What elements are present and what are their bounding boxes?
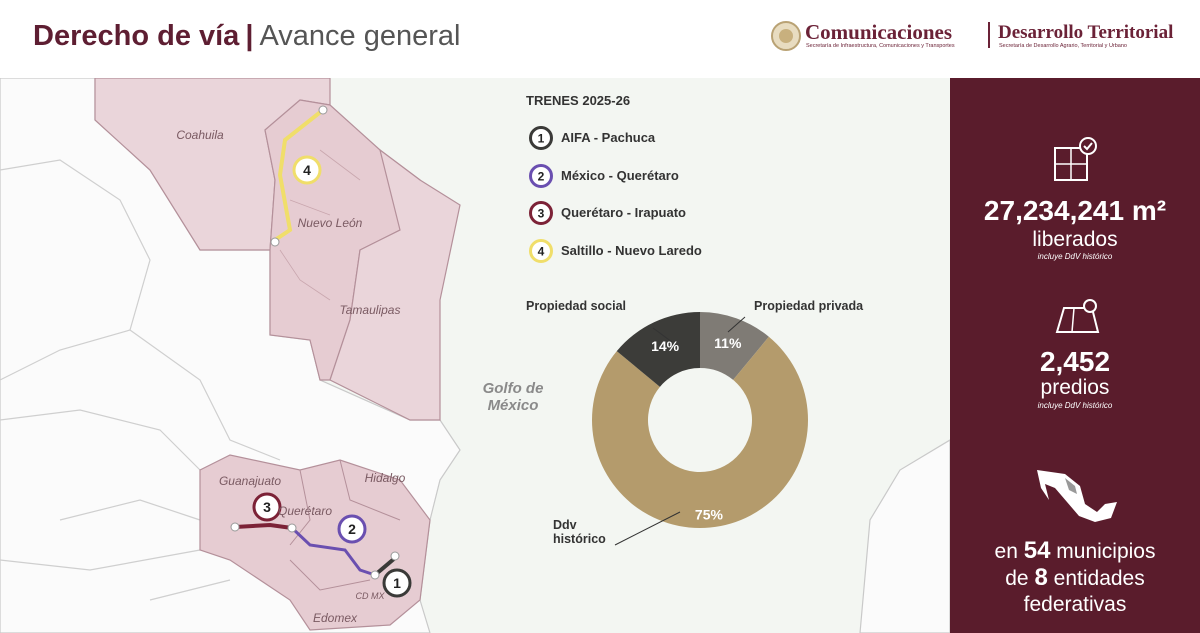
text: federativas (1023, 593, 1127, 616)
text: municipios (1056, 540, 1156, 563)
route-marker (337, 514, 367, 544)
legend-circle (529, 201, 553, 225)
header: Derecho de vía | Avance general Comunicaci… (0, 0, 1200, 78)
emblem (771, 21, 801, 51)
station (318, 105, 328, 115)
route-marker (382, 568, 412, 598)
number: 54 (1023, 537, 1051, 564)
logo-main-sub: Secretaría de Infraestructura, Comunicac… (806, 43, 955, 49)
stat-note: incluye DdV histórico (1037, 401, 1113, 410)
logo-main: Comunicaciones (805, 20, 952, 44)
station (390, 551, 400, 561)
legend-title: TRENES 2025-26 (526, 93, 631, 108)
stat-value: 2,452 (1039, 346, 1111, 377)
legend-number: 2 (538, 169, 545, 183)
legend-label: México - Querétaro (561, 167, 679, 183)
stations (230, 105, 400, 580)
leader-line (652, 327, 673, 343)
route-marker-number: 3 (263, 499, 271, 515)
stat-value: 27,234,241 m² (983, 195, 1167, 226)
legend-circle (529, 126, 553, 150)
donut-slice (592, 336, 808, 528)
legend-circle (529, 238, 553, 263)
route-4 (273, 108, 325, 242)
map-label: Tamaulipas (339, 303, 401, 317)
value-label: 75% (695, 507, 724, 523)
map-label: Edomex (312, 611, 358, 625)
stat-label: liberados (1032, 228, 1118, 251)
legend-marker: 4 (529, 238, 553, 263)
yucatan (859, 439, 950, 633)
legend-marker: 1 (529, 126, 553, 150)
number: 8 (1034, 564, 1048, 591)
map-label: Hidalgo (364, 471, 406, 485)
station (230, 522, 240, 532)
title-text: Derecho de vía (33, 20, 240, 52)
central-borders (289, 459, 401, 591)
legend-marker: 3 (529, 201, 553, 225)
state-borders (0, 159, 281, 601)
category-label: Ddv histórico (553, 518, 606, 546)
icon-parcel (1055, 299, 1100, 333)
title: Derecho de vía | Avance general (33, 20, 460, 53)
municipal-borders (279, 149, 361, 301)
legend-number: 3 (538, 207, 545, 221)
stat-label: predios (1040, 376, 1110, 399)
route-marker-number: 1 (393, 575, 401, 591)
municipios-text: en 54 municipios de 8 entidades federativa… (950, 538, 1200, 618)
icon-mexico (1037, 470, 1117, 522)
icon-puzzle (1054, 137, 1097, 181)
donut-chart: 11% 75% 14% (592, 312, 808, 528)
map-label: Nuevo León (297, 216, 363, 230)
map-label: CD MX (355, 591, 385, 601)
legend-number: 1 (538, 132, 545, 146)
category-label: Propiedad social (526, 299, 627, 313)
legend-label: Saltillo - Nuevo Laredo (561, 242, 702, 258)
map-label: Coahuila (176, 128, 224, 142)
legend-circle (529, 163, 553, 188)
route-marker-number: 2 (348, 521, 356, 537)
route-marker (292, 155, 322, 185)
map-label: Guanajuato (218, 474, 282, 488)
legend-label: AIFA - Pachuca (561, 130, 656, 145)
route-marker-number: 4 (303, 162, 311, 178)
legend-label: Querétaro - Irapuato (561, 205, 686, 220)
stat-note: incluye DdV histórico (1037, 252, 1113, 261)
map-label: Querétaro (277, 504, 333, 518)
leader-line (614, 511, 681, 546)
logo-divider (988, 22, 990, 48)
station (370, 570, 380, 580)
donut-slice (616, 312, 700, 387)
subtitle: Avance general (259, 20, 461, 52)
value-label: 14% (651, 338, 680, 354)
logo-second-sub: Secretaría de Desarrollo Agrario, Territ… (999, 43, 1127, 49)
tamaulipas (329, 148, 461, 421)
station (270, 237, 280, 247)
stats-panel: 27,234,241 m² liberados incluye DdV hist… (950, 78, 1200, 633)
leader-line (727, 316, 746, 333)
text: de (1005, 567, 1029, 590)
donut-slice (700, 312, 769, 380)
legend-marker: 2 (529, 163, 553, 188)
legend-number: 4 (538, 244, 545, 258)
station (287, 523, 297, 533)
route-marker (252, 492, 282, 522)
route-3 (234, 522, 293, 530)
route-2 (290, 526, 376, 577)
map: 1 2 3 4 11% 75% 14% (0, 78, 950, 633)
category-label: Propiedad privada (754, 299, 864, 313)
map-label: Golfo de México (482, 380, 544, 414)
separator: | (245, 20, 254, 52)
logo-second: Desarrollo Territorial (998, 22, 1174, 43)
value-label: 11% (714, 335, 742, 351)
route-markers: 1 2 3 4 (252, 155, 412, 598)
text: en (994, 540, 1018, 563)
text: entidades (1053, 567, 1145, 590)
